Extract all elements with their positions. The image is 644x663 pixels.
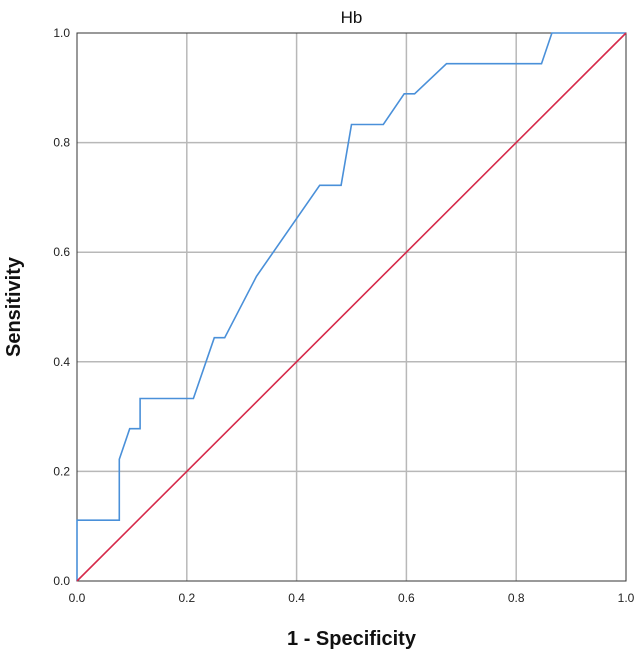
x-tick-label: 0.4 [288,591,305,605]
grid-layer [77,33,626,581]
y-tick-label: 0.4 [53,355,70,369]
reference-line [76,32,627,582]
y-axis-title: Sensitivity [3,256,25,357]
x-axis-title: 1 - Specificity [287,628,417,650]
y-tick-labels: 0.0 0.2 0.4 0.6 0.8 1.0 [53,26,70,588]
x-tick-label: 0.6 [398,591,415,605]
roc-curve [76,32,626,581]
plot-frame [76,32,627,582]
y-tick-label: 1.0 [53,26,70,40]
y-tick-label: 0.2 [53,464,70,478]
x-tick-labels: 0.0 0.2 0.4 0.6 0.8 1.0 [69,591,635,605]
chart-title: Hb [341,8,363,27]
x-tick-label: 0.8 [508,591,525,605]
y-tick-label: 0.0 [53,574,70,588]
x-tick-label: 1.0 [618,591,635,605]
series-layer [76,32,627,582]
x-tick-label: 0.2 [178,591,195,605]
y-tick-label: 0.8 [53,136,70,150]
x-tick-label: 0.0 [69,591,86,605]
y-tick-label: 0.6 [53,245,70,259]
